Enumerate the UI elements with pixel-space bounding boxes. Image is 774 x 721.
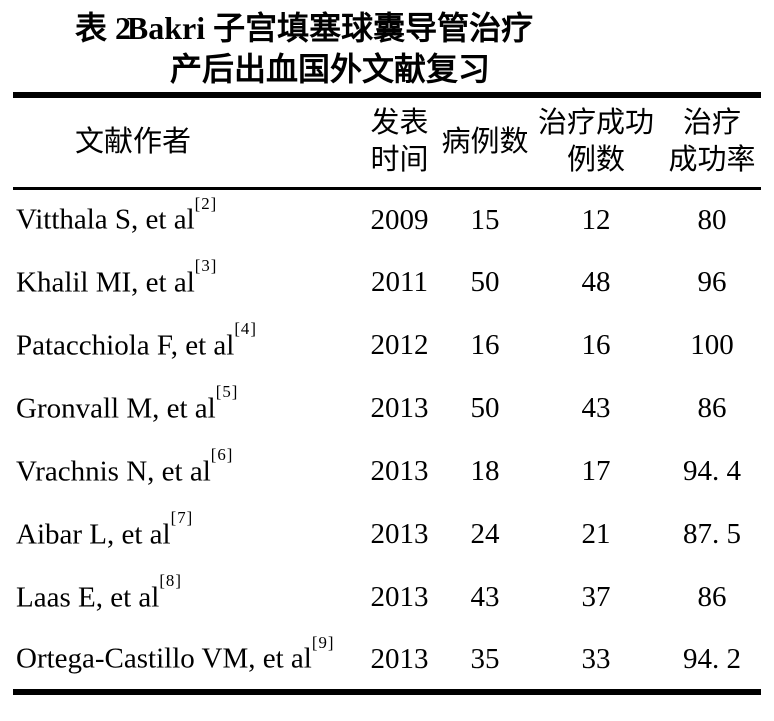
success-rate-cell: 86 bbox=[697, 392, 727, 424]
publish-year-cell: 2009 bbox=[370, 203, 429, 236]
publish-year-cell: 2013 bbox=[370, 642, 429, 675]
case-count-cell: 50 bbox=[470, 392, 500, 424]
header-case-count: 病例数 bbox=[441, 95, 529, 190]
header-row: 文献作者 发表 时间 病例数 治疗成功 例数 治疗 成功率 bbox=[13, 95, 761, 190]
success-rate-cell: 94. 2 bbox=[683, 642, 741, 675]
table-title-block: 表 2 Bakri 子宫填塞球囊导管治疗 产后出血国外文献复习 bbox=[0, 0, 660, 88]
table-row: Vitthala S, et al[2] 2009 15 12 80 bbox=[13, 188, 761, 251]
publish-year-cell: 2013 bbox=[370, 581, 429, 613]
reference-superscript: [3] bbox=[194, 256, 218, 276]
author-cell: Vrachnis N, et al[6] bbox=[13, 440, 358, 503]
table-row: Aibar L, et al[7] 2013 24 21 87. 5 bbox=[13, 503, 761, 566]
author-name: Khalil MI, et al bbox=[16, 266, 195, 299]
success-rate-cell: 100 bbox=[690, 329, 734, 361]
publish-year-cell: 2012 bbox=[370, 329, 429, 361]
author-name: Vrachnis N, et al bbox=[16, 455, 211, 488]
header-success-rate-line1: 治疗 bbox=[682, 107, 741, 140]
table-number-label: 表 2 bbox=[75, 10, 132, 46]
publish-year-cell: 2011 bbox=[371, 266, 428, 298]
table-row: Gronvall M, et al[5] 2013 50 43 86 bbox=[13, 377, 761, 440]
reference-superscript: [6] bbox=[210, 445, 234, 465]
author-name: Patacchiola F, et al bbox=[16, 329, 235, 362]
header-success-rate: 治疗 成功率 bbox=[663, 95, 761, 190]
table-title-text: Bakri 子宫填塞球囊导管治疗 bbox=[126, 10, 534, 46]
author-cell: Gronvall M, et al[5] bbox=[13, 377, 358, 440]
author-cell: Ortega-Castillo VM, et al[9] bbox=[13, 629, 358, 692]
author-name: Gronvall M, et al bbox=[16, 392, 216, 425]
reference-superscript: [8] bbox=[159, 571, 182, 591]
case-count-cell: 18 bbox=[470, 455, 500, 487]
author-cell: Vitthala S, et al[2] bbox=[13, 188, 358, 251]
author-name: Laas E, et al bbox=[16, 581, 160, 614]
header-publish-year: 发表 时间 bbox=[358, 95, 441, 190]
reference-superscript: [2] bbox=[194, 194, 218, 214]
table-title-line2: 产后出血国外文献复习 bbox=[169, 51, 490, 87]
case-count-cell: 35 bbox=[470, 642, 500, 675]
success-case-count-cell: 37 bbox=[581, 581, 611, 613]
table-row: Khalil MI, et al[3] 2011 50 48 96 bbox=[13, 251, 761, 314]
literature-review-table: 文献作者 发表 时间 病例数 治疗成功 例数 治疗 成功率 Vitthala S… bbox=[13, 92, 761, 695]
reference-superscript: [7] bbox=[170, 508, 194, 528]
reference-superscript: [4] bbox=[234, 319, 257, 339]
success-case-count-cell: 17 bbox=[581, 455, 611, 487]
header-success-cases-line1: 治疗成功 bbox=[537, 107, 654, 140]
reference-superscript: [9] bbox=[311, 632, 335, 652]
success-rate-cell: 86 bbox=[697, 581, 727, 613]
header-success-rate-line2: 成功率 bbox=[668, 144, 756, 177]
publish-year-cell: 2013 bbox=[370, 518, 429, 550]
header-publish-year-line1: 发表 bbox=[370, 107, 429, 140]
author-cell: Laas E, et al[8] bbox=[13, 566, 358, 629]
case-count-cell: 43 bbox=[470, 581, 500, 613]
case-count-cell: 24 bbox=[470, 518, 500, 550]
header-success-cases: 治疗成功 例数 bbox=[529, 95, 663, 190]
success-case-count-cell: 21 bbox=[581, 518, 611, 550]
success-case-count-cell: 33 bbox=[581, 642, 611, 675]
author-cell: Patacchiola F, et al[4] bbox=[13, 314, 358, 377]
author-name: Aibar L, et al bbox=[16, 518, 171, 551]
table-row: Patacchiola F, et al[4] 2012 16 16 100 bbox=[13, 314, 761, 377]
table-row: Ortega-Castillo VM, et al[9] 2013 35 33 … bbox=[13, 629, 761, 692]
case-count-cell: 50 bbox=[470, 266, 500, 298]
table-row: Laas E, et al[8] 2013 43 37 86 bbox=[13, 566, 761, 629]
reference-superscript: [5] bbox=[215, 382, 239, 402]
header-success-cases-line2: 例数 bbox=[566, 144, 625, 177]
author-name: Ortega-Castillo VM, et al bbox=[16, 642, 312, 675]
header-author: 文献作者 bbox=[13, 95, 358, 190]
case-count-cell: 15 bbox=[470, 203, 500, 236]
table-row: Vrachnis N, et al[6] 2013 18 17 94. 4 bbox=[13, 440, 761, 503]
success-rate-cell: 80 bbox=[697, 203, 727, 236]
success-case-count-cell: 16 bbox=[581, 329, 611, 361]
table-body: Vitthala S, et al[2] 2009 15 12 80 Khali… bbox=[13, 188, 761, 692]
case-count-cell: 16 bbox=[470, 329, 500, 361]
success-rate-cell: 94. 4 bbox=[683, 455, 741, 487]
publish-year-cell: 2013 bbox=[370, 455, 429, 487]
author-name: Vitthala S, et al bbox=[16, 204, 195, 237]
success-rate-cell: 87. 5 bbox=[683, 518, 741, 550]
table-title-line1: 表 2 Bakri 子宫填塞球囊导管治疗 bbox=[0, 6, 660, 50]
publish-year-cell: 2013 bbox=[370, 392, 429, 424]
success-case-count-cell: 12 bbox=[581, 203, 611, 236]
success-rate-cell: 96 bbox=[697, 266, 727, 298]
author-cell: Aibar L, et al[7] bbox=[13, 503, 358, 566]
header-publish-year-line2: 时间 bbox=[370, 144, 429, 177]
author-cell: Khalil MI, et al[3] bbox=[13, 251, 358, 314]
success-case-count-cell: 48 bbox=[581, 266, 611, 298]
success-case-count-cell: 43 bbox=[581, 392, 611, 424]
